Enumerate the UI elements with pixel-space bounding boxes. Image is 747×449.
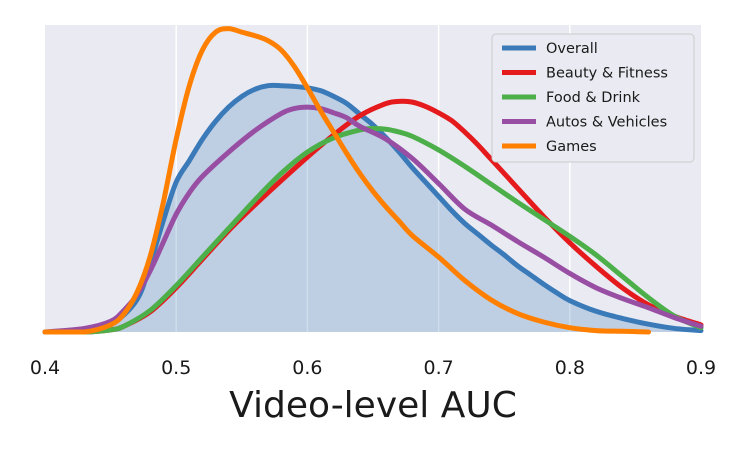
legend-label-2: Food & Drink [546, 90, 641, 106]
legend-label-0: Overall [546, 41, 598, 57]
x-tick-label: 0.8 [555, 357, 585, 379]
legend: Overall Beauty & Fitness Food & Drink Autos… [491, 33, 695, 163]
x-axis-title: Video-level AUC [229, 385, 517, 426]
series-fill-0 [45, 85, 701, 332]
series-lines [42, 26, 704, 335]
x-tick-label: 0.5 [161, 357, 191, 379]
overall-fill-area [45, 85, 701, 332]
series-line-4 [42, 26, 652, 335]
legend-label-1: Beauty & Fitness [546, 66, 668, 82]
x-tick-label: 0.7 [423, 357, 453, 379]
series-line-3 [42, 104, 704, 335]
x-tick-label: 0.9 [686, 357, 716, 379]
series-line-0 [42, 82, 704, 335]
x-axis-ticks: 0.4 0.5 0.6 0.7 0.8 0.9 [30, 357, 716, 379]
legend-label-4: Games [546, 139, 597, 155]
x-tick-label: 0.6 [292, 357, 322, 379]
legend-label-3: Autos & Vehicles [546, 115, 667, 131]
series-line-2 [42, 125, 704, 335]
legend-box [491, 33, 695, 163]
x-tick-label: 0.4 [30, 357, 60, 379]
